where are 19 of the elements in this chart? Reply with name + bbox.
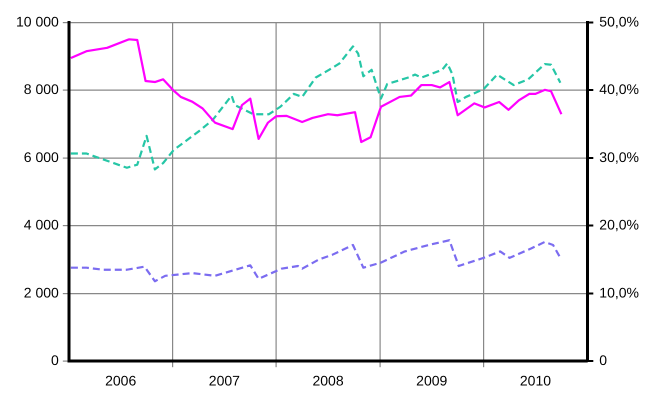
y2-tick-label: 20,0% [599, 216, 640, 233]
y2-tick-label: 10,0% [599, 284, 640, 300]
y2-tick-label: 30,0% [599, 148, 640, 165]
y-tick-label: 10 000 [16, 13, 60, 30]
y-tick-label: 0 [51, 352, 60, 368]
line-series [70, 45, 562, 171]
y-tick-label: 8 000 [24, 81, 60, 98]
y2-tick-label: 0 [599, 352, 608, 368]
line-series [70, 239, 562, 282]
x-tick-label: 2010 [520, 372, 552, 388]
x-tick-label: 2009 [416, 372, 448, 388]
y-tick-label: 4 000 [24, 216, 60, 233]
y2-tick-label: 40,0% [599, 81, 640, 98]
x-tick-label: 2006 [105, 372, 136, 388]
y-tick-label: 2 000 [24, 284, 60, 300]
y2-tick-label: 50,0% [599, 13, 640, 30]
x-tick-label: 2008 [312, 372, 344, 388]
x-tick-label: 2007 [208, 372, 240, 388]
y-tick-label: 6 000 [24, 148, 60, 165]
